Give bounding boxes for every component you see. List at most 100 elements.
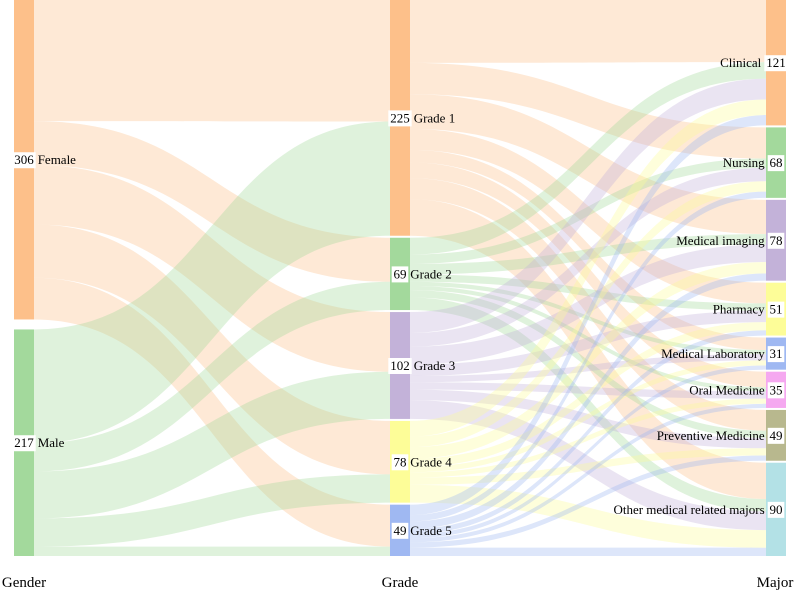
link-grade-4-to-oral-medicine bbox=[410, 398, 766, 478]
node-value-grade-4: 78 bbox=[394, 454, 407, 469]
link-grade-3-to-preventive-medicine bbox=[410, 389, 766, 449]
link-grade-2-to-oral-medicine bbox=[410, 285, 766, 392]
node-value-female: 306 bbox=[14, 152, 34, 167]
link-grade-3-to-medical-imaging bbox=[410, 244, 766, 365]
node-label-clinical: Clinical bbox=[720, 55, 762, 70]
node-value-bg-grade-3 bbox=[388, 357, 412, 374]
link-female-to-grade-5 bbox=[34, 277, 390, 547]
column-labels: Gender Grade Major bbox=[2, 575, 793, 591]
node-value-bg-grade-4 bbox=[391, 454, 409, 471]
node-label-grade-3: Grade 3 bbox=[414, 358, 456, 373]
link-grade-5-to-other-medical-related-majors bbox=[410, 547, 766, 556]
link-male-to-grade-1 bbox=[34, 121, 390, 444]
link-grade-1-to-other-medical-related-majors bbox=[410, 199, 766, 500]
node-value-medical-imaging: 78 bbox=[770, 233, 783, 248]
link-grade-5-to-medical-laboratory bbox=[410, 365, 766, 539]
link-grade-4-to-preventive-medicine bbox=[410, 448, 766, 485]
node-value-preventive-medicine: 49 bbox=[770, 428, 783, 443]
link-grade-4-to-nursing bbox=[410, 181, 766, 448]
link-male-to-grade-4 bbox=[34, 474, 390, 547]
node-label-pharmacy: Pharmacy bbox=[713, 302, 765, 317]
link-grade-2-to-medical-imaging bbox=[410, 234, 766, 275]
link-grade-3-to-nursing bbox=[410, 167, 766, 347]
link-grade-3-to-medical-laboratory bbox=[410, 354, 766, 383]
node-value-bg-oral-medicine bbox=[767, 382, 785, 399]
node-label-grade-4: Grade 4 bbox=[410, 454, 452, 469]
link-grade-5-to-pharmacy bbox=[410, 330, 766, 534]
link-female-to-grade-1 bbox=[34, 0, 390, 122]
link-grade-2-to-preventive-medicine bbox=[410, 290, 766, 438]
node-value-bg-male bbox=[12, 435, 36, 452]
node-value-medical-laboratory: 31 bbox=[770, 346, 783, 361]
link-grade-2-to-medical-laboratory bbox=[410, 281, 766, 355]
node-value-bg-clinical bbox=[764, 55, 788, 72]
link-grade-1-to-nursing bbox=[410, 62, 766, 159]
link-grade-1-to-pharmacy bbox=[410, 128, 766, 304]
link-grade-5-to-nursing bbox=[410, 191, 766, 522]
links-layer bbox=[34, 0, 766, 556]
node-label-medical-imaging: Medical imaging bbox=[676, 233, 765, 248]
link-grade-3-to-pharmacy bbox=[410, 310, 766, 376]
link-grade-5-to-oral-medicine bbox=[410, 403, 766, 543]
link-grade-4-to-pharmacy bbox=[410, 322, 766, 468]
node-value-bg-preventive-medicine bbox=[767, 427, 785, 444]
link-grade-1-to-preventive-medicine bbox=[410, 178, 766, 431]
link-male-to-grade-5 bbox=[34, 546, 390, 556]
link-grade-3-to-oral-medicine bbox=[410, 382, 766, 399]
node-value-grade-1: 225 bbox=[390, 110, 410, 125]
node-value-other-medical-related-majors: 90 bbox=[770, 502, 783, 517]
node-label-grade-1: Grade 1 bbox=[414, 110, 456, 125]
node-label-female: Female bbox=[38, 152, 76, 167]
node-value-bg-nursing bbox=[767, 155, 785, 172]
link-male-to-grade-3 bbox=[34, 371, 390, 519]
node-value-male: 217 bbox=[14, 435, 34, 450]
node-label-nursing: Nursing bbox=[723, 155, 765, 170]
node-value-bg-grade-2 bbox=[391, 266, 409, 283]
node-label-oral-medicine: Oral Medicine bbox=[689, 382, 765, 397]
node-value-nursing: 68 bbox=[770, 155, 783, 170]
node-value-bg-medical-laboratory bbox=[767, 346, 785, 363]
node-value-grade-5: 49 bbox=[394, 523, 407, 538]
column-label-gender: Gender bbox=[2, 575, 46, 591]
node-label-medical-laboratory: Medical Laboratory bbox=[661, 346, 765, 361]
labels-layer: 306 Female 217 Male 225 Grade 1 69 Grade 2 102 Gr… bbox=[12, 55, 788, 539]
link-female-to-grade-4 bbox=[34, 224, 390, 475]
link-grade-5-to-preventive-medicine bbox=[410, 455, 766, 548]
node-value-clinical: 121 bbox=[766, 55, 786, 70]
link-grade-4-to-medical-imaging bbox=[410, 262, 766, 459]
node-value-grade-2: 69 bbox=[394, 266, 407, 281]
node-label-grade-2: Grade 2 bbox=[410, 266, 452, 281]
link-grade-1-to-clinical bbox=[410, 0, 766, 63]
node-label-grade-5: Grade 5 bbox=[410, 523, 452, 538]
node-value-bg-pharmacy bbox=[767, 301, 785, 318]
link-grade-4-to-other-medical-related-majors bbox=[410, 484, 766, 548]
node-value-pharmacy: 51 bbox=[770, 302, 783, 317]
link-grade-1-to-medical-laboratory bbox=[410, 149, 766, 350]
column-label-major: Major bbox=[757, 575, 794, 591]
node-value-oral-medicine: 35 bbox=[770, 382, 783, 397]
node-value-bg-female bbox=[12, 152, 36, 169]
link-grade-2-to-pharmacy bbox=[410, 274, 766, 311]
link-grade-1-to-medical-imaging bbox=[410, 94, 766, 235]
node-value-bg-other-medical-related-majors bbox=[767, 501, 785, 518]
link-male-to-grade-2 bbox=[34, 281, 390, 472]
link-female-to-grade-3 bbox=[34, 164, 390, 372]
node-label-other-medical-related-majors: Other medical related majors bbox=[613, 502, 764, 517]
link-female-to-grade-2 bbox=[34, 121, 390, 282]
link-grade-2-to-clinical bbox=[410, 62, 766, 255]
link-grade-2-to-nursing bbox=[410, 158, 766, 264]
node-value-bg-grade-1 bbox=[388, 110, 412, 127]
link-grade-1-to-oral-medicine bbox=[410, 162, 766, 388]
link-grade-4-to-clinical bbox=[410, 99, 766, 437]
node-label-preventive-medicine: Preventive Medicine bbox=[657, 428, 765, 443]
link-grade-3-to-clinical bbox=[410, 78, 766, 334]
link-grade-5-to-medical-imaging bbox=[410, 273, 766, 529]
node-value-bg-grade-5 bbox=[391, 522, 409, 539]
link-grade-4-to-medical-laboratory bbox=[410, 360, 766, 473]
link-grade-5-to-clinical bbox=[410, 115, 766, 516]
link-grade-3-to-other-medical-related-majors bbox=[410, 400, 766, 531]
node-label-male: Male bbox=[38, 435, 65, 450]
link-grade-2-to-other-medical-related-majors bbox=[410, 297, 766, 512]
node-value-bg-medical-imaging bbox=[767, 232, 785, 249]
